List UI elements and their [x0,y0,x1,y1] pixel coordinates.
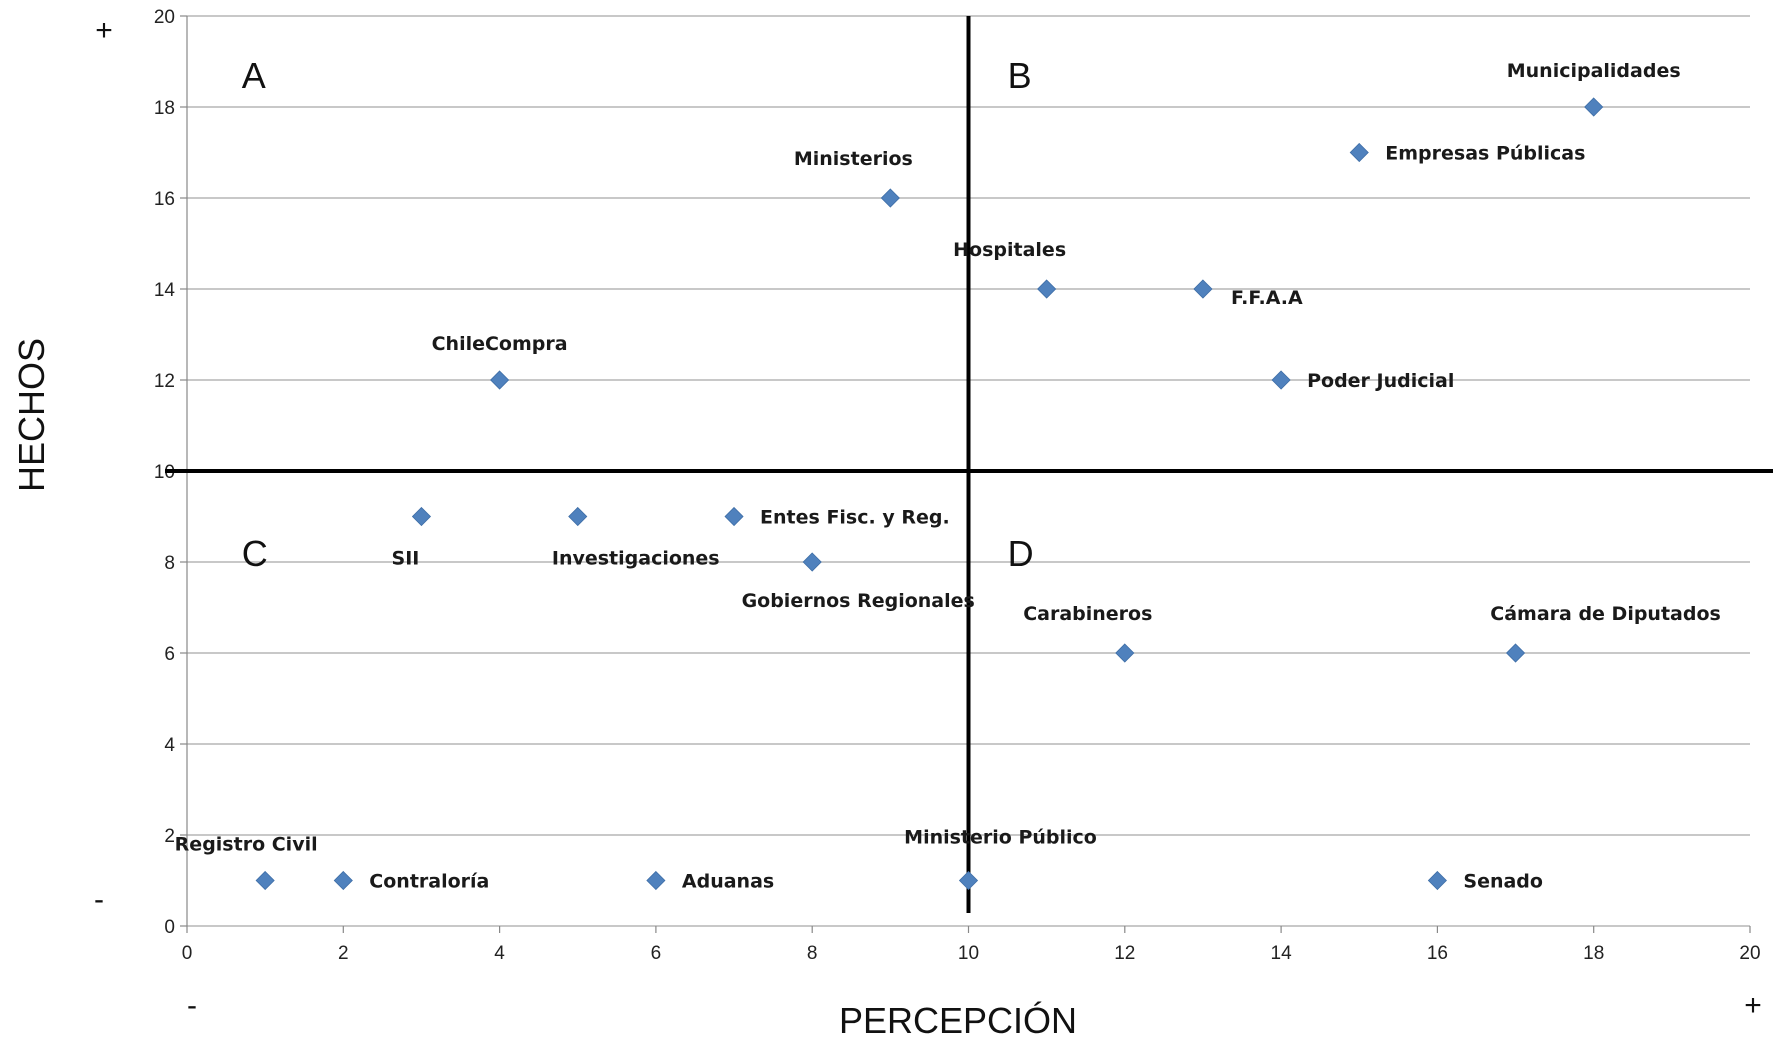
y-tick-label-16: 16 [154,189,175,210]
point-marker-6 [1271,370,1291,390]
point-marker-5 [490,370,510,390]
y-axis-high-sign: + [95,14,113,47]
quadrant-dividers [165,16,1773,913]
point-label-13: Registro Civil [175,834,318,856]
data-points: Municipalidades Empresas Públicas Minister… [175,60,1721,893]
y-tick-label-0: 0 [164,917,175,938]
y-tick-label-20: 20 [154,7,175,28]
point-marker-7 [411,506,432,527]
quadrant-labels: A B C D [242,55,1034,574]
point-label-12: Cámara de Diputados [1490,603,1721,625]
point-marker-13 [255,870,275,891]
point-label-2: Ministerios [794,148,913,170]
point-marker-4 [1193,279,1213,299]
point-marker-16 [958,870,979,891]
point-label-9: Entes Fisc. y Reg. [760,507,950,529]
y-tick-label-4: 4 [164,735,175,756]
point-label-6: Poder Judicial [1307,370,1454,392]
x-tick-label-20: 20 [1739,943,1760,964]
point-label-15: Aduanas [682,871,774,893]
y-tick-label-6: 6 [164,644,175,665]
point-marker-2 [880,188,900,208]
quadrant-label-c: C [242,533,268,574]
point-marker-9 [724,506,744,527]
quadrant-label-a: A [242,55,266,96]
y-tick-label-2: 2 [164,826,175,847]
tick-labels: 0 2 4 6 8 10 12 14 16 18 20 0 2 4 6 8 10 12 14 16 18 20 [154,7,1761,964]
point-marker-3 [1037,279,1057,299]
point-label-3: Hospitales [953,239,1066,261]
y-axis-low-sign: - [94,883,104,916]
y-tick-label-18: 18 [154,98,175,119]
quadrant-label-d: D [1008,533,1034,574]
point-label-11: Carabineros [1023,603,1152,625]
x-axis-title: PERCEPCIÓN [839,1000,1077,1041]
point-label-17: Senado [1463,871,1543,893]
point-marker-11 [1115,643,1135,663]
y-tick-label-12: 12 [154,371,175,392]
x-tick-label-10: 10 [958,943,979,964]
x-tick-label-16: 16 [1427,943,1448,964]
point-label-14: Contraloría [369,871,489,893]
x-tick-label-4: 4 [494,943,505,964]
point-label-7: SII [392,548,420,570]
point-label-0: Municipalidades [1507,60,1681,82]
point-marker-10 [802,552,822,572]
x-tick-label-12: 12 [1114,943,1135,964]
point-marker-8 [568,506,588,527]
point-label-8: Investigaciones [552,548,720,570]
y-tick-label-8: 8 [164,553,175,574]
point-label-4: F.F.A.A [1231,287,1303,309]
point-label-1: Empresas Públicas [1385,143,1585,165]
x-tick-label-14: 14 [1271,943,1293,964]
point-label-10: Gobiernos Regionales [742,590,975,612]
x-axis-high-sign: + [1744,989,1762,1022]
point-marker-0 [1584,97,1604,117]
point-marker-17 [1427,870,1447,891]
x-tick-label-18: 18 [1583,943,1604,964]
point-label-5: ChileCompra [432,333,568,355]
x-tick-label-2: 2 [338,943,349,964]
point-marker-12 [1505,643,1526,663]
y-tick-label-10: 10 [154,462,175,483]
y-axis-title: HECHOS [11,338,52,492]
point-label-16: Ministerio Público [904,827,1097,849]
point-marker-1 [1349,142,1369,163]
x-tick-label-6: 6 [651,943,662,964]
y-tick-label-14: 14 [154,280,176,301]
quadrant-label-b: B [1008,55,1032,96]
point-marker-15 [646,870,666,891]
x-tick-label-0: 0 [182,943,193,964]
point-marker-14 [333,870,353,891]
x-axis-low-sign: - [187,989,197,1022]
x-tick-label-8: 8 [807,943,818,964]
